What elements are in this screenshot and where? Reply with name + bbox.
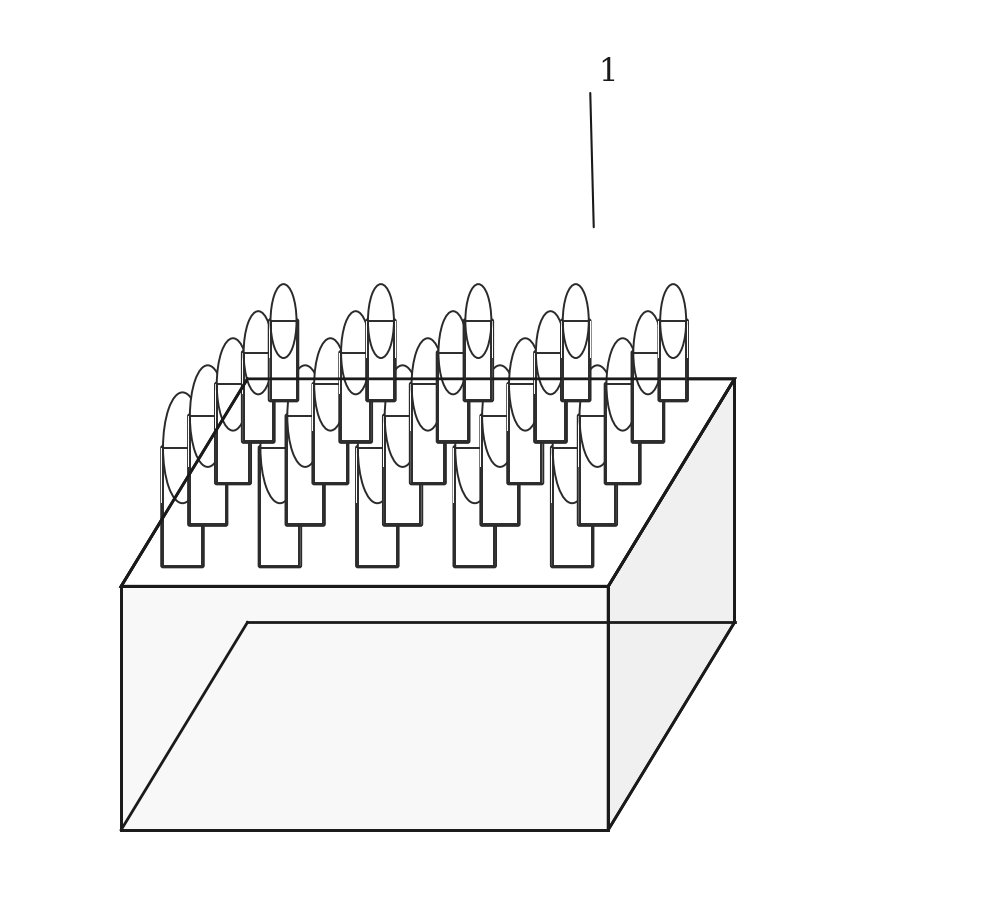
Ellipse shape [455, 392, 494, 503]
Polygon shape [608, 379, 735, 830]
Bar [561, 321, 591, 358]
Bar [312, 384, 348, 430]
Ellipse shape [438, 311, 468, 394]
FancyBboxPatch shape [534, 351, 567, 443]
FancyBboxPatch shape [188, 414, 227, 526]
Ellipse shape [271, 284, 297, 358]
FancyBboxPatch shape [356, 446, 399, 567]
Bar [215, 384, 251, 430]
Bar [366, 321, 396, 358]
Ellipse shape [482, 365, 518, 467]
FancyBboxPatch shape [312, 382, 348, 484]
FancyBboxPatch shape [437, 351, 470, 443]
Ellipse shape [244, 311, 273, 394]
FancyBboxPatch shape [269, 319, 298, 401]
FancyBboxPatch shape [366, 319, 396, 401]
Polygon shape [121, 379, 735, 586]
Ellipse shape [163, 392, 202, 503]
FancyBboxPatch shape [161, 446, 204, 567]
FancyBboxPatch shape [578, 414, 617, 526]
FancyBboxPatch shape [632, 351, 664, 443]
FancyBboxPatch shape [561, 319, 591, 401]
FancyBboxPatch shape [480, 414, 520, 526]
FancyBboxPatch shape [605, 382, 641, 484]
Bar [534, 353, 567, 394]
FancyBboxPatch shape [259, 446, 301, 567]
Bar [507, 384, 543, 430]
Ellipse shape [358, 392, 397, 503]
Ellipse shape [536, 311, 565, 394]
Bar [578, 416, 617, 467]
Polygon shape [121, 586, 608, 830]
Ellipse shape [341, 311, 370, 394]
FancyBboxPatch shape [464, 319, 493, 401]
Bar [286, 416, 325, 467]
Bar [453, 447, 496, 503]
FancyBboxPatch shape [215, 382, 251, 484]
Ellipse shape [314, 338, 347, 430]
Ellipse shape [190, 365, 226, 467]
Ellipse shape [563, 284, 589, 358]
FancyBboxPatch shape [410, 382, 446, 484]
Ellipse shape [287, 365, 323, 467]
Ellipse shape [260, 392, 299, 503]
Bar [658, 321, 688, 358]
Bar [188, 416, 227, 467]
Ellipse shape [606, 338, 639, 430]
Ellipse shape [385, 365, 420, 467]
Text: 1: 1 [598, 57, 618, 87]
Ellipse shape [412, 338, 444, 430]
Ellipse shape [368, 284, 394, 358]
FancyBboxPatch shape [507, 382, 543, 484]
Bar [410, 384, 446, 430]
FancyBboxPatch shape [551, 446, 593, 567]
Ellipse shape [465, 284, 491, 358]
Ellipse shape [217, 338, 249, 430]
Bar [480, 416, 520, 467]
Bar [551, 447, 593, 503]
FancyBboxPatch shape [242, 351, 275, 443]
Bar [437, 353, 470, 394]
Bar [259, 447, 301, 503]
Ellipse shape [633, 311, 663, 394]
Ellipse shape [580, 365, 615, 467]
Bar [632, 353, 664, 394]
Bar [383, 416, 422, 467]
FancyBboxPatch shape [453, 446, 496, 567]
Ellipse shape [660, 284, 686, 358]
FancyBboxPatch shape [658, 319, 688, 401]
FancyBboxPatch shape [286, 414, 325, 526]
Bar [242, 353, 275, 394]
Bar [269, 321, 298, 358]
Bar [161, 447, 204, 503]
Bar [605, 384, 641, 430]
Bar [339, 353, 372, 394]
FancyBboxPatch shape [339, 351, 372, 443]
Ellipse shape [553, 392, 592, 503]
Bar [464, 321, 493, 358]
Bar [356, 447, 399, 503]
FancyBboxPatch shape [383, 414, 422, 526]
Ellipse shape [509, 338, 541, 430]
